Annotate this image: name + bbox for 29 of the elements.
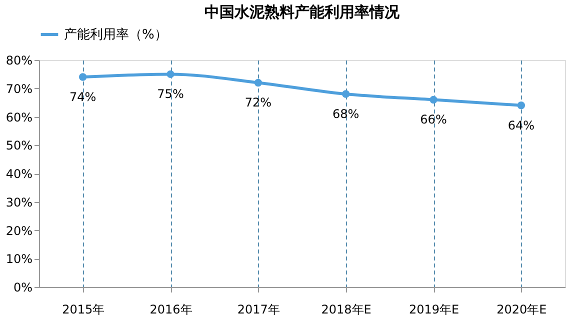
y-tick-label: 40% [6, 167, 32, 181]
y-tick-label: 10% [6, 252, 32, 266]
x-tick-label: 2015年 [62, 302, 105, 316]
y-tick-label: 30% [6, 195, 32, 210]
data-label: 66% [420, 112, 447, 127]
point [517, 102, 526, 110]
x-tick-label: 2016年 [150, 302, 192, 316]
point [254, 78, 262, 87]
y-tick-label: 80% [6, 54, 32, 68]
chart-title: 中国水泥熟料产能利用率情况 [204, 3, 400, 21]
point [342, 90, 350, 98]
point [430, 96, 438, 104]
data-label: 75% [157, 87, 184, 102]
data-label: 64% [508, 118, 535, 132]
legend-label: 产能利用率（%） [64, 26, 168, 42]
data-label: 72% [244, 96, 272, 110]
x-tick-label: 2017年 [237, 302, 280, 316]
point [166, 70, 174, 78]
y-tick-label: 50% [6, 138, 32, 153]
x-tick-label: 2020年E [496, 302, 547, 316]
y-tick-label: 70% [6, 82, 32, 96]
point [78, 73, 87, 81]
x-tick-label: 2018年E [321, 302, 372, 316]
y-tick-label: 20% [6, 224, 32, 238]
x-tick-label: 2019年E [408, 302, 460, 316]
y-tick-label: 0% [13, 280, 32, 294]
y-tick-label: 60% [6, 110, 32, 124]
data-label: 68% [332, 107, 360, 122]
data-label: 74% [69, 90, 96, 104]
